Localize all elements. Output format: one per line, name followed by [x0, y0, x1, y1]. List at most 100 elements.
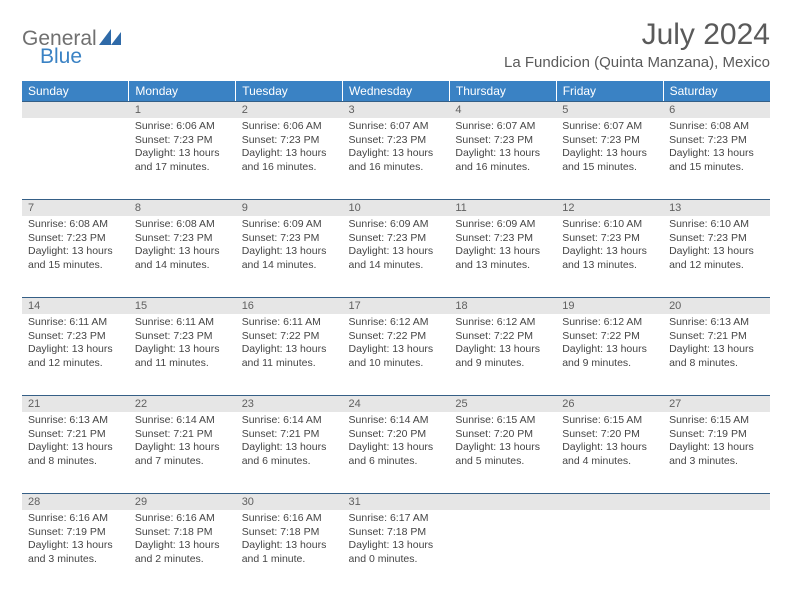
day-cell: Sunrise: 6:15 AMSunset: 7:20 PMDaylight:… [449, 412, 556, 493]
day-details: Sunrise: 6:07 AMSunset: 7:23 PMDaylight:… [556, 118, 663, 179]
day-cell: Sunrise: 6:06 AMSunset: 7:23 PMDaylight:… [236, 118, 343, 199]
day-cell: Sunrise: 6:10 AMSunset: 7:23 PMDaylight:… [663, 216, 770, 297]
day-number: 17 [343, 297, 450, 314]
day-number [449, 493, 556, 510]
daynum-cell: 25 [449, 395, 556, 412]
daynum-cell [22, 101, 129, 118]
day-number: 8 [129, 199, 236, 216]
location: La Fundicion (Quinta Manzana), Mexico [504, 54, 770, 71]
daynum-cell: 8 [129, 199, 236, 216]
day-number: 22 [129, 395, 236, 412]
day-number: 23 [236, 395, 343, 412]
day-details: Sunrise: 6:11 AMSunset: 7:23 PMDaylight:… [22, 314, 129, 375]
day-details: Sunrise: 6:11 AMSunset: 7:22 PMDaylight:… [236, 314, 343, 375]
daynum-cell [663, 493, 770, 510]
day-details: Sunrise: 6:09 AMSunset: 7:23 PMDaylight:… [449, 216, 556, 277]
day-details: Sunrise: 6:09 AMSunset: 7:23 PMDaylight:… [343, 216, 450, 277]
day-details: Sunrise: 6:14 AMSunset: 7:20 PMDaylight:… [343, 412, 450, 473]
daynum-cell: 13 [663, 199, 770, 216]
daynum-row: 14151617181920 [22, 297, 770, 314]
day-cell: Sunrise: 6:09 AMSunset: 7:23 PMDaylight:… [343, 216, 450, 297]
logo: General Blue [22, 28, 121, 67]
daynum-cell: 19 [556, 297, 663, 314]
day-cell: Sunrise: 6:08 AMSunset: 7:23 PMDaylight:… [129, 216, 236, 297]
daynum-cell: 4 [449, 101, 556, 118]
day-details: Sunrise: 6:07 AMSunset: 7:23 PMDaylight:… [449, 118, 556, 179]
daynum-cell: 22 [129, 395, 236, 412]
day-cell: Sunrise: 6:10 AMSunset: 7:23 PMDaylight:… [556, 216, 663, 297]
day-number: 21 [22, 395, 129, 412]
day-details: Sunrise: 6:13 AMSunset: 7:21 PMDaylight:… [663, 314, 770, 375]
day-details: Sunrise: 6:15 AMSunset: 7:20 PMDaylight:… [556, 412, 663, 473]
daynum-row: 123456 [22, 101, 770, 118]
day-header: Monday [129, 81, 236, 101]
calendar-table: Sunday Monday Tuesday Wednesday Thursday… [22, 81, 770, 591]
day-number: 24 [343, 395, 450, 412]
day-cell: Sunrise: 6:12 AMSunset: 7:22 PMDaylight:… [343, 314, 450, 395]
daynum-cell: 2 [236, 101, 343, 118]
day-number: 1 [129, 101, 236, 118]
day-number: 30 [236, 493, 343, 510]
daynum-cell: 16 [236, 297, 343, 314]
day-cell [556, 510, 663, 591]
day-details: Sunrise: 6:16 AMSunset: 7:18 PMDaylight:… [129, 510, 236, 571]
day-cell: Sunrise: 6:11 AMSunset: 7:22 PMDaylight:… [236, 314, 343, 395]
day-number: 26 [556, 395, 663, 412]
day-details: Sunrise: 6:13 AMSunset: 7:21 PMDaylight:… [22, 412, 129, 473]
daynum-cell: 21 [22, 395, 129, 412]
day-details: Sunrise: 6:12 AMSunset: 7:22 PMDaylight:… [556, 314, 663, 375]
day-number: 7 [22, 199, 129, 216]
day-number [22, 101, 129, 118]
day-number: 15 [129, 297, 236, 314]
day-cell: Sunrise: 6:11 AMSunset: 7:23 PMDaylight:… [22, 314, 129, 395]
day-cell: Sunrise: 6:07 AMSunset: 7:23 PMDaylight:… [556, 118, 663, 199]
daynum-cell: 1 [129, 101, 236, 118]
day-cell: Sunrise: 6:14 AMSunset: 7:20 PMDaylight:… [343, 412, 450, 493]
day-cell: Sunrise: 6:07 AMSunset: 7:23 PMDaylight:… [343, 118, 450, 199]
daynum-cell: 30 [236, 493, 343, 510]
daynum-cell: 26 [556, 395, 663, 412]
daynum-cell: 12 [556, 199, 663, 216]
day-details: Sunrise: 6:10 AMSunset: 7:23 PMDaylight:… [556, 216, 663, 277]
day-number [663, 493, 770, 510]
day-cell [22, 118, 129, 199]
day-number: 31 [343, 493, 450, 510]
day-number: 11 [449, 199, 556, 216]
day-header: Friday [556, 81, 663, 101]
day-cell: Sunrise: 6:16 AMSunset: 7:18 PMDaylight:… [129, 510, 236, 591]
day-number: 12 [556, 199, 663, 216]
month-title: July 2024 [504, 18, 770, 52]
day-content-row: Sunrise: 6:11 AMSunset: 7:23 PMDaylight:… [22, 314, 770, 395]
day-header: Wednesday [343, 81, 450, 101]
title-block: July 2024 La Fundicion (Quinta Manzana),… [504, 18, 770, 71]
daynum-cell: 17 [343, 297, 450, 314]
day-header: Tuesday [236, 81, 343, 101]
day-cell: Sunrise: 6:07 AMSunset: 7:23 PMDaylight:… [449, 118, 556, 199]
daynum-cell: 31 [343, 493, 450, 510]
day-number [556, 493, 663, 510]
day-cell [449, 510, 556, 591]
daynum-cell: 5 [556, 101, 663, 118]
header: General Blue July 2024 La Fundicion (Qui… [22, 18, 770, 71]
day-cell: Sunrise: 6:08 AMSunset: 7:23 PMDaylight:… [663, 118, 770, 199]
day-cell [663, 510, 770, 591]
day-content-row: Sunrise: 6:08 AMSunset: 7:23 PMDaylight:… [22, 216, 770, 297]
day-details: Sunrise: 6:12 AMSunset: 7:22 PMDaylight:… [343, 314, 450, 375]
day-cell: Sunrise: 6:12 AMSunset: 7:22 PMDaylight:… [556, 314, 663, 395]
day-details: Sunrise: 6:16 AMSunset: 7:18 PMDaylight:… [236, 510, 343, 571]
day-details: Sunrise: 6:08 AMSunset: 7:23 PMDaylight:… [129, 216, 236, 277]
logo-word2: Blue [40, 46, 121, 67]
day-number: 28 [22, 493, 129, 510]
day-number: 5 [556, 101, 663, 118]
daynum-cell: 10 [343, 199, 450, 216]
day-details: Sunrise: 6:15 AMSunset: 7:19 PMDaylight:… [663, 412, 770, 473]
day-number: 20 [663, 297, 770, 314]
daynum-row: 21222324252627 [22, 395, 770, 412]
day-cell: Sunrise: 6:17 AMSunset: 7:18 PMDaylight:… [343, 510, 450, 591]
day-details: Sunrise: 6:06 AMSunset: 7:23 PMDaylight:… [236, 118, 343, 179]
day-details: Sunrise: 6:08 AMSunset: 7:23 PMDaylight:… [663, 118, 770, 179]
daynum-cell [449, 493, 556, 510]
day-details: Sunrise: 6:12 AMSunset: 7:22 PMDaylight:… [449, 314, 556, 375]
day-cell: Sunrise: 6:15 AMSunset: 7:19 PMDaylight:… [663, 412, 770, 493]
day-details: Sunrise: 6:15 AMSunset: 7:20 PMDaylight:… [449, 412, 556, 473]
